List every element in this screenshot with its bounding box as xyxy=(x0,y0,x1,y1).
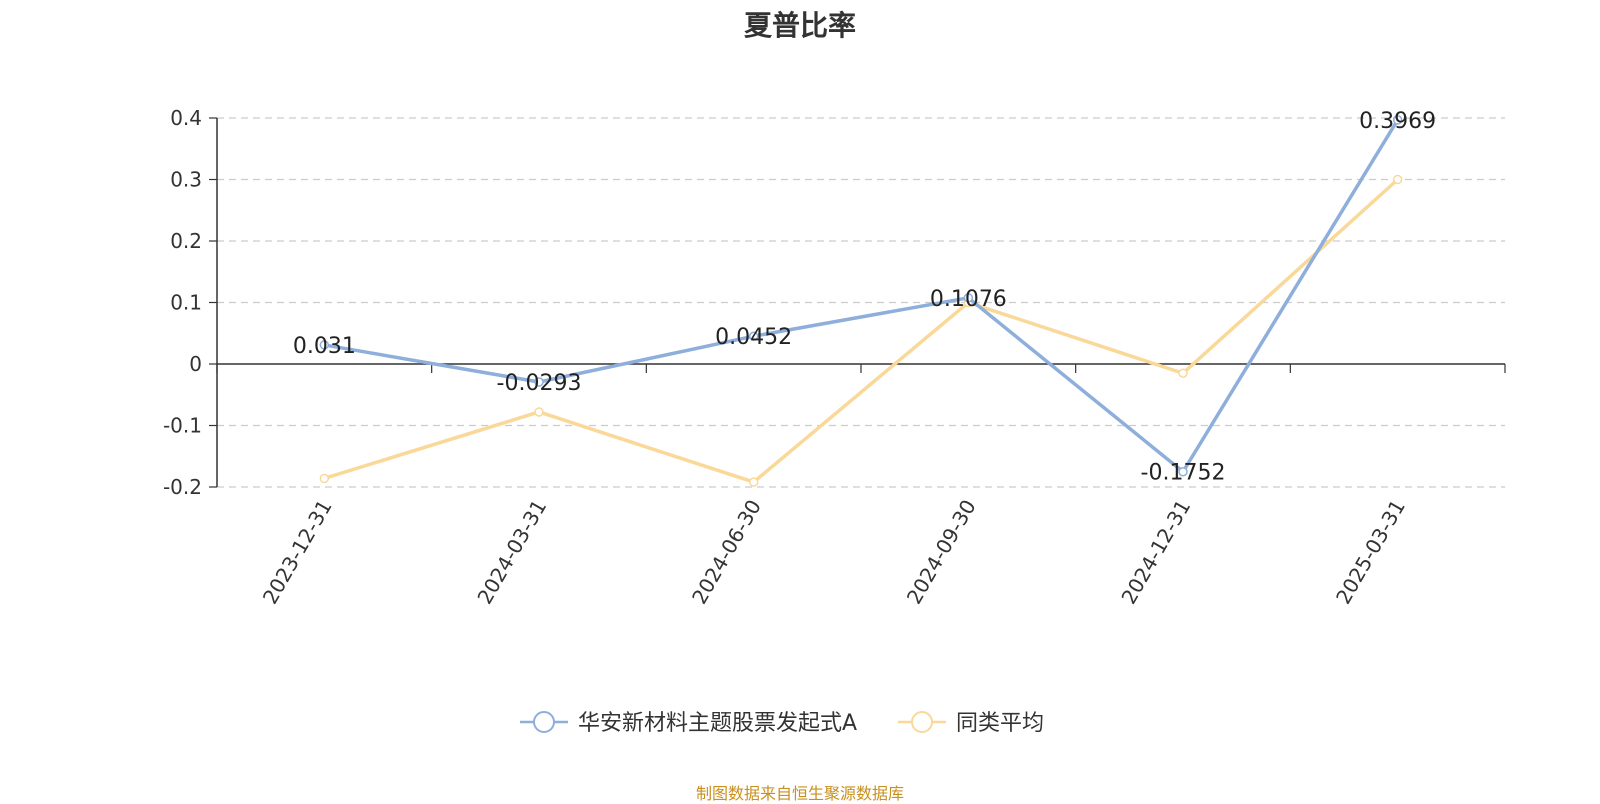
x-tick-label: 2023-12-31 xyxy=(258,496,337,609)
series-line-0 xyxy=(322,118,1400,474)
x-tick-label: 2024-03-31 xyxy=(472,496,551,609)
x-tick-label: 2024-12-31 xyxy=(1116,496,1195,609)
y-tick-label: 0.3 xyxy=(170,168,202,192)
data-point xyxy=(1178,368,1188,378)
data-label: 0.3969 xyxy=(1359,109,1436,134)
data-point xyxy=(748,477,759,487)
data-point xyxy=(1392,174,1403,185)
source-note: 制图数据来自恒生聚源数据库 xyxy=(695,784,904,803)
data-point xyxy=(963,293,974,303)
legend-item-1: 同类平均 xyxy=(898,711,1044,736)
y-tick-label: 0.1 xyxy=(170,291,202,315)
data-label: -0.1752 xyxy=(1141,461,1226,486)
data-label: 0.031 xyxy=(293,334,356,359)
data-label: 0.1076 xyxy=(930,287,1007,312)
x-tick-label: 2025-03-31 xyxy=(1331,496,1410,609)
legend-marker-icon xyxy=(533,711,555,733)
data-point xyxy=(534,407,544,417)
data-point xyxy=(534,377,544,387)
grid-lines xyxy=(217,117,1505,488)
series-line-1 xyxy=(322,177,1400,484)
y-tick-label: 0.4 xyxy=(170,106,202,130)
data-point xyxy=(319,473,330,484)
series-lines xyxy=(319,115,1403,487)
data-point xyxy=(1178,466,1188,477)
y-tick-label: -0.1 xyxy=(163,414,202,438)
data-labels: 0.031 -0.0293 0.0452 0.1076 -0.1752 0.3969 xyxy=(293,109,1436,486)
x-tick-label: 2024-09-30 xyxy=(902,495,981,608)
data-point xyxy=(748,331,759,341)
data-point xyxy=(319,340,330,350)
legend-label: 同类平均 xyxy=(956,711,1044,736)
data-label: 0.0452 xyxy=(715,325,792,350)
legend-label: 华安新材料主题股票发起式A xyxy=(578,711,857,736)
x-tick-label: 2024-06-30 xyxy=(687,496,766,609)
y-tick-label: 0.2 xyxy=(170,229,202,253)
legend: 华安新材料主题股票发起式A 同类平均 xyxy=(520,711,1044,736)
data-label: -0.0293 xyxy=(497,371,582,396)
data-point xyxy=(1392,115,1403,125)
y-tick-label: 0 xyxy=(189,352,202,376)
legend-item-0: 华安新材料主题股票发起式A xyxy=(520,711,857,736)
y-tick-label: -0.2 xyxy=(163,475,202,499)
axes: 0.4 0.3 0.2 0.1 0 -0.1 -0.2 2023-12-31 2024-03-3… xyxy=(163,106,1506,609)
chart-title: 夏普比率 xyxy=(743,9,856,42)
legend-marker-icon xyxy=(911,711,933,733)
